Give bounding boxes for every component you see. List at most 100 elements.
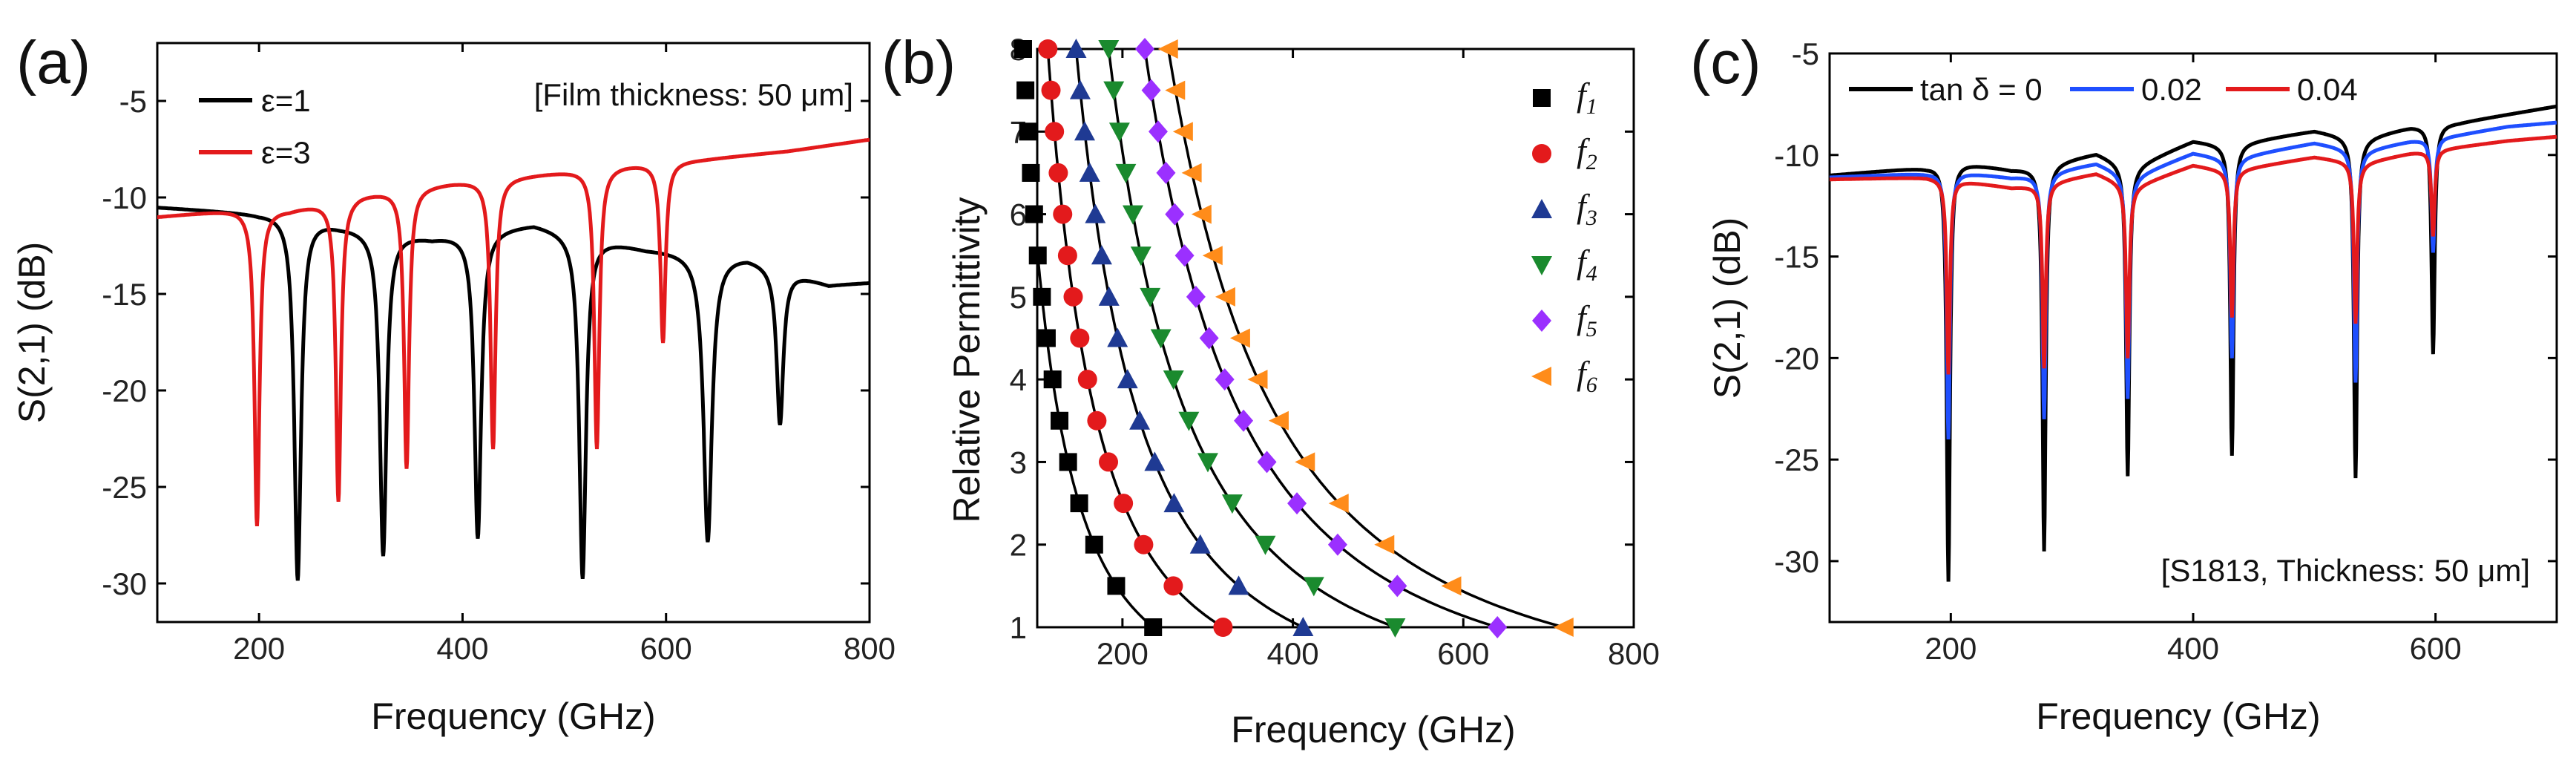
point-b-f5-10 [1165, 203, 1185, 226]
point-b-f5-1 [1387, 575, 1407, 598]
series-c-line-0 [1830, 104, 2557, 582]
point-b-f5-9 [1174, 244, 1195, 267]
point-b-f6-5 [1268, 410, 1289, 431]
point-b-f1-3 [1070, 494, 1088, 513]
axis-b-ytick-label: 3 [1010, 445, 1027, 480]
point-b-f2-12 [1045, 122, 1065, 142]
point-b-f2-8 [1063, 287, 1083, 307]
legend-b: f1 f2 f3 f4 f5 f6 [1577, 76, 1597, 397]
point-b-f6-0 [1553, 618, 1574, 637]
axis-a-ytick-label: -15 [102, 277, 147, 312]
point-b-f2-3 [1114, 494, 1134, 514]
panel-c: (c) S(2,1) (dB) Frequency (GHz) [S1813, … [1690, 29, 2558, 737]
point-b-f2-4 [1099, 452, 1119, 472]
series-a-line-1 [157, 137, 870, 526]
legend-b-marker-f2 [1532, 144, 1551, 163]
panel-a-annotation: [Film thickness: 50 μm] [534, 77, 853, 112]
legend-b-marker-f1 [1533, 89, 1551, 107]
axis-a-ytick-label: -5 [119, 84, 147, 119]
point-b-f3-10 [1085, 203, 1106, 223]
panel-c-label: (c) [1690, 29, 1761, 96]
panel-b-ylabel: Relative Permittivity [946, 197, 988, 523]
point-b-f2-0 [1213, 618, 1233, 637]
legend-b-f2: f2 [1577, 131, 1597, 174]
legend-b-f4: f4 [1577, 243, 1597, 286]
axis-a-xtick-label: 400 [436, 631, 488, 666]
axis-c-ytick-label: -20 [1774, 341, 1819, 376]
point-b-f3-11 [1079, 162, 1100, 182]
point-b-f5-6 [1215, 368, 1235, 391]
point-b-f2-5 [1087, 410, 1107, 431]
legend-b-marker-f5 [1532, 310, 1551, 332]
point-b-f1-0 [1144, 618, 1163, 636]
point-b-f3-5 [1129, 410, 1151, 430]
point-b-f5-7 [1199, 327, 1219, 350]
panel-b-xlabel: Frequency (GHz) [1231, 709, 1515, 750]
fit-line-b-3 [1107, 49, 1396, 627]
point-b-f3-13 [1069, 79, 1091, 99]
point-b-f1-2 [1085, 535, 1103, 554]
point-b-f4-3 [1221, 494, 1243, 514]
point-b-f1-13 [1016, 81, 1035, 99]
axis-a-frame [156, 42, 871, 624]
fit-line-b-4 [1143, 49, 1498, 627]
point-b-f4-4 [1197, 453, 1218, 473]
point-b-f3-1 [1228, 575, 1249, 595]
point-b-f4-0 [1384, 618, 1406, 638]
axis-b-ytick-label: 6 [1010, 197, 1027, 232]
fit-line-b-5 [1166, 49, 1565, 627]
axis-c-xtick-label: 600 [2410, 631, 2462, 666]
point-b-f3-6 [1117, 369, 1138, 389]
axis-a-ytick-label: -10 [102, 180, 147, 215]
point-b-f2-11 [1048, 163, 1068, 183]
point-b-f1-5 [1051, 411, 1069, 430]
point-b-f6-7 [1229, 328, 1250, 348]
point-b-f4-1 [1303, 577, 1324, 597]
panel-a-label: (a) [16, 29, 91, 96]
legend-c-004: 0.04 [2297, 72, 2358, 107]
point-b-f2-6 [1077, 370, 1097, 390]
panel-a: (a) S(2,1) (dB) Frequency (GHz) [Film th… [11, 29, 896, 737]
point-b-f4-14 [1098, 40, 1120, 59]
point-b-f6-11 [1181, 163, 1202, 183]
axis-c-ytick-label: -10 [1774, 138, 1819, 173]
point-b-f6-12 [1172, 122, 1193, 142]
point-b-f1-1 [1107, 577, 1126, 595]
axis-c-ytick-label: -15 [1774, 240, 1819, 275]
axis-b-ytick-label: 1 [1010, 610, 1027, 645]
legend-b-marker-f4 [1531, 256, 1552, 275]
point-b-f1-11 [1022, 163, 1040, 182]
axis-a-xtick-label: 800 [844, 631, 896, 666]
legend-b-marker-f6 [1531, 367, 1551, 386]
axis-b-xtick-label: 600 [1437, 636, 1489, 671]
point-b-f5-8 [1186, 285, 1206, 308]
series-c-line-2 [1830, 134, 2557, 375]
point-b-f2-13 [1041, 80, 1061, 100]
panel-a-xlabel: Frequency (GHz) [371, 696, 655, 737]
point-b-f5-0 [1488, 616, 1508, 638]
point-b-f4-13 [1103, 81, 1125, 101]
legend-b-f3: f3 [1577, 187, 1597, 230]
point-b-f6-8 [1215, 287, 1235, 307]
axis-c-xtick-label: 400 [2167, 631, 2219, 666]
point-b-f6-4 [1295, 452, 1315, 472]
point-b-f4-2 [1255, 535, 1276, 555]
point-b-f4-11 [1115, 163, 1137, 183]
point-b-f3-12 [1074, 121, 1095, 141]
point-b-f1-7 [1037, 329, 1056, 347]
point-b-f2-2 [1134, 534, 1154, 554]
fit-line-b-1 [1046, 49, 1224, 627]
axis-b-xtick-label: 400 [1267, 636, 1319, 671]
point-b-f6-2 [1374, 534, 1395, 554]
legend-b-marker-f3 [1531, 199, 1552, 218]
axis-c-frame [1828, 52, 2558, 624]
point-b-f4-5 [1178, 411, 1200, 431]
point-b-f4-10 [1122, 205, 1143, 225]
point-b-f3-14 [1065, 39, 1087, 58]
axis-a-ytick-label: -25 [102, 470, 147, 505]
point-b-f5-14 [1135, 38, 1155, 60]
panel-b-label: (b) [881, 29, 956, 96]
point-b-f4-12 [1108, 122, 1130, 143]
point-b-f2-1 [1163, 576, 1183, 596]
